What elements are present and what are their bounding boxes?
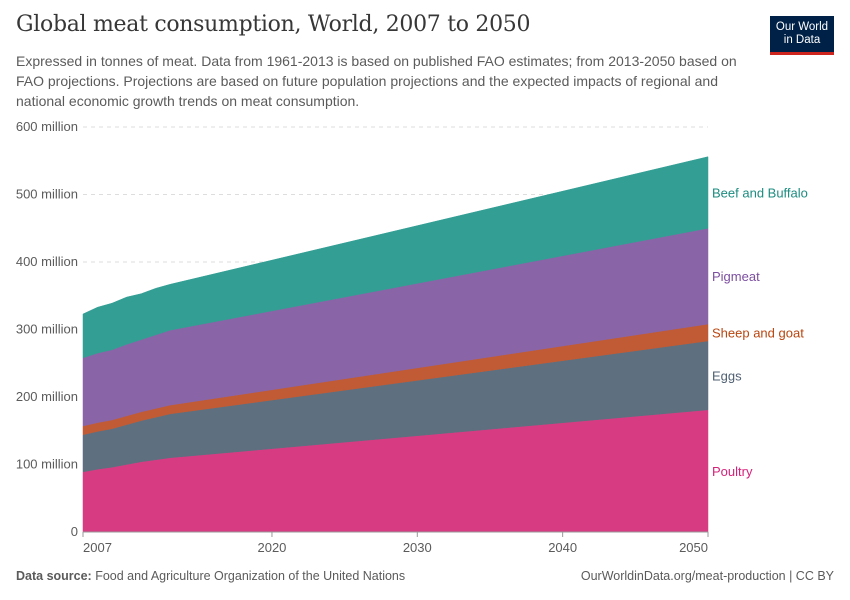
y-tick-label: 600 million xyxy=(16,119,78,134)
owid-logo[interactable]: Our World in Data xyxy=(770,16,834,55)
x-tick-label: 2040 xyxy=(548,540,577,555)
series-label: Pigmeat xyxy=(712,269,760,284)
data-source-text: Food and Agriculture Organization of the… xyxy=(95,569,406,583)
series-label: Poultry xyxy=(712,464,753,479)
x-tick-label: 2030 xyxy=(403,540,432,555)
series-label: Beef and Buffalo xyxy=(712,185,808,200)
chart-subtitle: Expressed in tonnes of meat. Data from 1… xyxy=(16,53,737,109)
y-tick-label: 300 million xyxy=(16,322,78,337)
chart-title: Global meat consumption, World, 2007 to … xyxy=(16,12,531,37)
y-tick-label: 400 million xyxy=(16,254,78,269)
y-tick-label: 500 million xyxy=(16,187,78,202)
x-tick-label: 2020 xyxy=(257,540,286,555)
x-tick-label: 2050 xyxy=(679,540,708,555)
series-label: Eggs xyxy=(712,368,742,383)
data-source: Data source: Food and Agriculture Organi… xyxy=(16,569,405,583)
series-label: Sheep and goat xyxy=(712,326,804,341)
footer-link[interactable]: OurWorldinData.org/meat-production | CC … xyxy=(580,569,834,583)
area-beef-and-buffalo xyxy=(82,156,709,359)
y-tick-label: 200 million xyxy=(16,389,78,404)
y-tick-label: 0 xyxy=(71,524,78,539)
data-source-label: Data source: xyxy=(16,569,92,583)
y-tick-label: 100 million xyxy=(16,457,78,472)
x-tick-label: 2007 xyxy=(83,540,112,555)
